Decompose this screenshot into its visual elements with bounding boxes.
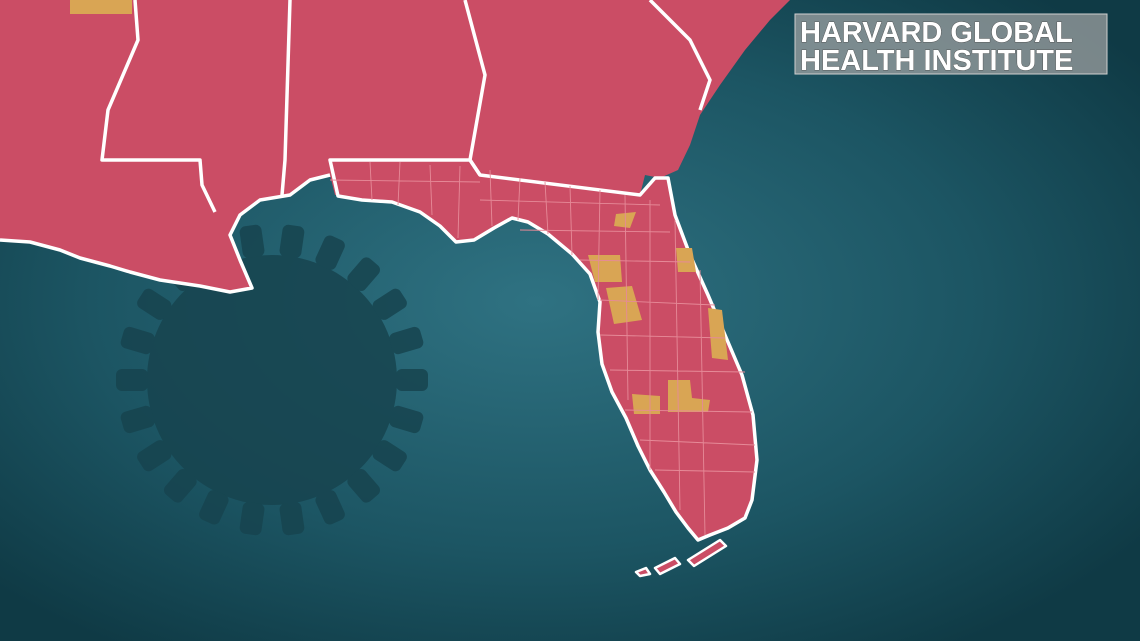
virus-spike [347,468,381,503]
virus-spike [315,235,345,270]
southeast-states [0,0,790,292]
virus-spike [137,440,172,472]
virus-spike [372,440,407,472]
label-line: HARVARD GLOBAL [800,17,1073,49]
virus-spike [199,490,229,525]
virus-spike [372,288,407,320]
florida-keys [634,538,728,578]
virus-spike [116,369,148,391]
county [606,286,642,324]
virus-spike [239,224,265,259]
virus-spike [120,405,155,434]
county-lines [329,161,756,536]
virus-spike [163,468,197,503]
virus-spike [279,501,305,536]
virus-spike [389,326,424,355]
virus-spike [347,257,381,292]
virus-spike [389,405,424,434]
county [708,308,728,360]
state-borders [0,0,712,294]
virus-spike [279,224,305,259]
source-label: HARVARD GLOBAL HEALTH INSTITUTE [794,13,1108,77]
county [588,255,622,282]
orange-region [70,0,132,14]
county [676,248,696,272]
label-box [794,13,1108,75]
label-line: HEALTH INSTITUTE [800,45,1073,77]
county-border [329,161,756,536]
virus-silhouette [116,224,428,536]
virus-spike [120,326,155,355]
county [632,394,660,414]
virus-spike [396,369,428,391]
virus-body [147,255,397,505]
virus-spike [239,501,265,536]
virus-spike [137,288,172,320]
virus-spike [315,490,345,525]
